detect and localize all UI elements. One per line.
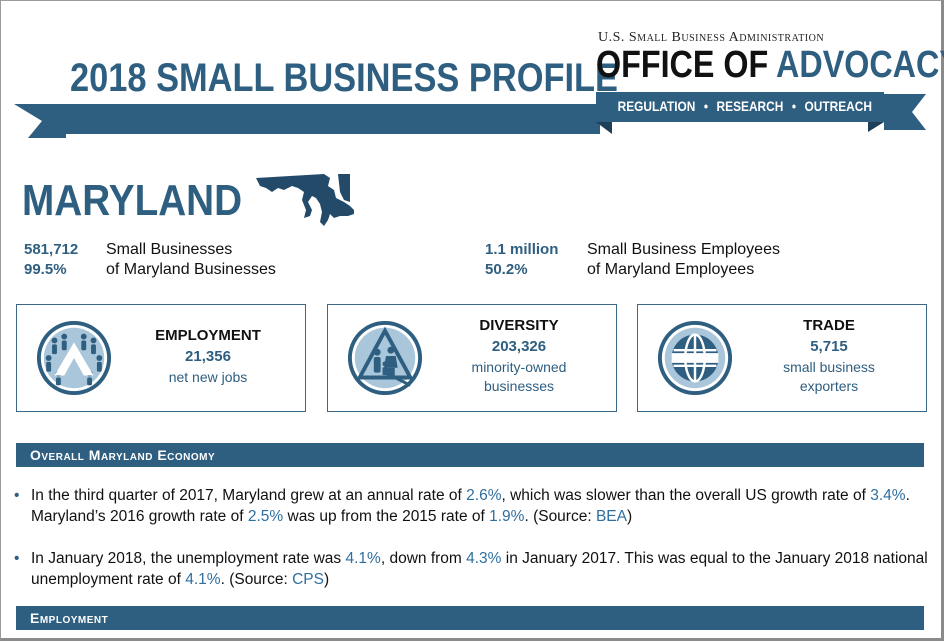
tagline-dot: • [791, 98, 797, 114]
card-title: TRADE [803, 317, 855, 334]
state-name: MARYLAND [22, 176, 243, 225]
text-run: . Maryland’s 2016 growth rate of [31, 487, 910, 525]
text-run: . (Source: [524, 508, 596, 525]
value-highlight: 4.1% [185, 571, 221, 588]
small-businesses-share: 99.5% [24, 261, 67, 278]
value-highlight: 3.4% [870, 487, 906, 504]
card-description: minority-owned businesses [428, 358, 610, 396]
text-run: ) [626, 508, 633, 525]
card-description-line1: minority-owned [471, 359, 567, 375]
bullet-text: In January 2018, the unemployment rate w… [31, 548, 928, 590]
employment-card: EMPLOYMENT 21,356 net new jobs [16, 304, 306, 412]
globe-icon [657, 320, 733, 396]
small-businesses-share-label: of Maryland Businesses [106, 261, 276, 278]
economy-bullet-growth: • In the third quarter of 2017, Maryland… [14, 485, 928, 527]
card-description-line2: businesses [483, 378, 555, 394]
section-title: Overall Maryland Economy [30, 447, 216, 463]
text-run: In the third quarter of 2017, Maryland g… [31, 487, 467, 504]
small-businesses-count: 581,712 [24, 241, 79, 258]
office-logo-black: OFFICE OF [596, 44, 777, 86]
small-businesses-label: Small Businesses [106, 241, 233, 258]
value-highlight: 2.5% [247, 508, 284, 525]
employees-share-label: of Maryland Employees [587, 261, 755, 278]
trade-card: TRADE 5,715 small business exporters [637, 304, 927, 412]
value-highlight: 4.3% [466, 550, 502, 567]
people-icon [36, 320, 112, 396]
text-run: In January 2018, the unemployment rate w… [31, 550, 346, 567]
text-run: was up from the 2015 rate of [283, 508, 490, 525]
section-title: Employment [30, 610, 109, 626]
tagline-research: RESEARCH [716, 98, 784, 114]
source-link-cps[interactable]: CPS [292, 571, 324, 588]
card-value: 203,326 [491, 338, 547, 355]
text-run: , down from [380, 550, 467, 567]
source-link-bea[interactable]: BEA [595, 508, 627, 525]
page-title: 2018 SMALL BUSINESS PROFILE [70, 56, 618, 100]
card-description: net new jobs [168, 369, 248, 385]
card-title: EMPLOYMENT [155, 327, 261, 344]
card-description-line2: exporters [799, 378, 859, 394]
text-run: in January 2017. This was equal to the J… [31, 550, 928, 588]
family-icon [347, 320, 423, 396]
section-header-employment: Employment [16, 606, 924, 630]
text-run: . (Source: [220, 571, 293, 588]
card-value: 21,356 [185, 348, 231, 365]
text-run: , which was slower than the overall US g… [501, 487, 871, 504]
maryland-map-icon [256, 174, 354, 226]
diversity-card: DIVERSITY 203,326 minority-owned busines… [327, 304, 617, 412]
text-run: ) [323, 571, 330, 588]
card-description-line1: small business [783, 359, 875, 375]
section-header-economy: Overall Maryland Economy [16, 443, 924, 467]
agency-name: U.S. Small Business Administration [598, 30, 825, 45]
card-description: small business exporters [738, 358, 920, 396]
tagline: REGULATION • RESEARCH • OUTREACH [617, 98, 872, 114]
office-logo: OFFICE OF ADVOCACY [596, 44, 944, 87]
tagline-regulation: REGULATION [617, 98, 696, 114]
value-highlight: 1.9% [489, 508, 525, 525]
card-title: DIVERSITY [479, 317, 559, 334]
value-highlight: 4.1% [345, 550, 381, 567]
bullet-symbol: • [14, 487, 20, 504]
office-logo-blue: ADVOCACY [776, 44, 944, 86]
tagline-outreach: OUTREACH [804, 98, 872, 114]
header-ribbon [14, 92, 926, 138]
bullet-symbol: • [14, 550, 20, 567]
bullet-text: In the third quarter of 2017, Maryland g… [31, 485, 928, 527]
tagline-dot: • [703, 98, 709, 114]
employees-label: Small Business Employees [587, 241, 780, 258]
employees-count: 1.1 million [485, 241, 559, 258]
economy-bullet-unemployment: • In January 2018, the unemployment rate… [14, 548, 928, 590]
card-value: 5,715 [810, 338, 848, 355]
value-highlight: 2.6% [466, 487, 502, 504]
employees-share: 50.2% [485, 261, 528, 278]
